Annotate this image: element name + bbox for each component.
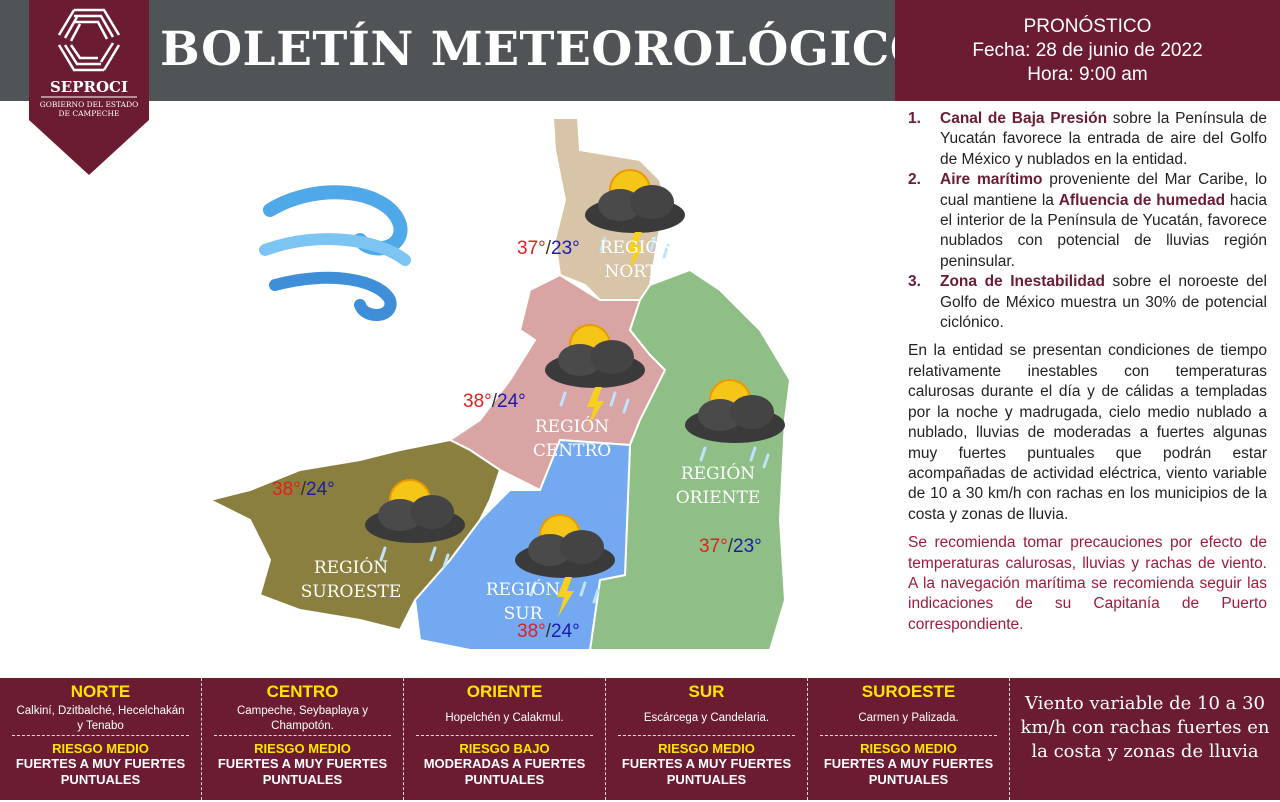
region-sur-label-2: SUR: [504, 604, 544, 624]
temp-oriente: 37°/23°: [699, 536, 762, 557]
seproci-logo: SEPROCI GOBIERNO DEL ESTADO DE CAMPECHE: [29, 0, 149, 175]
forecast-label: PRONÓSTICO: [1023, 16, 1152, 37]
wind-summary: Viento variable de 10 a 30 km/h con rach…: [1020, 693, 1270, 762]
header-bar: [0, 0, 895, 101]
region-sur-area: [413, 438, 632, 651]
synopsis-panel: 1. Canal de Baja Presión sobre la Penínsu…: [908, 109, 1267, 635]
synopsis-item: 3. Zona de Inestabilidad sobre el noroest…: [908, 273, 1267, 332]
footer-norte: NORTE Calkiní, Dzitbalché, Hecelchakán y …: [0, 678, 202, 800]
synopsis-item: 1. Canal de Baja Presión sobre la Penínsu…: [908, 110, 1267, 168]
svg-text:GOBIERNO DEL ESTADO: GOBIERNO DEL ESTADO: [40, 100, 138, 109]
footer-suroeste: SUROESTE Carmen y Palizada. RIESGO MEDIO FU…: [808, 678, 1010, 800]
forecast-date: Fecha: 28 de junio de 2022: [972, 40, 1203, 61]
regions-footer: NORTE Calkiní, Dzitbalché, Hecelchakán y …: [0, 678, 1280, 800]
campeche-map: REGIÓN NORTE REGIÓN CENTRO REGIÓN ORIENT…: [207, 117, 792, 651]
region-suroeste-label-1: REGIÓN: [314, 557, 388, 578]
region-oriente-label-1: REGIÓN: [681, 463, 755, 484]
summary-text: En la entidad se presentan condiciones d…: [908, 342, 1267, 523]
region-centro-label-1: REGIÓN: [535, 416, 609, 437]
synopsis-item: 2. Aire marítimo proveniente del Mar Cari…: [908, 171, 1268, 270]
storm-cloud-sun-icon: [685, 379, 785, 469]
temp-sur: 38°/24°: [517, 621, 580, 642]
forecast-time: Hora: 9:00 am: [1027, 64, 1148, 85]
recommendation-text: Se recomienda tomar precauciones por efe…: [908, 534, 1267, 633]
wind-icon: [259, 185, 411, 321]
storm-cloud-sun-icon: [545, 324, 645, 427]
footer-oriente: ORIENTE Hopelchén y Calakmul. RIESGO BAJO M…: [404, 678, 606, 800]
temp-centro: 38°/24°: [463, 391, 526, 412]
region-centro-label-2: CENTRO: [533, 441, 611, 461]
svg-text:SEPROCI: SEPROCI: [50, 78, 128, 96]
storm-cloud-sun-icon: [585, 169, 685, 272]
footer-sur: SUR Escárcega y Candelaria. RIESGO MEDIO FU…: [606, 678, 808, 800]
temp-suroeste: 38°/24°: [272, 479, 335, 500]
region-suroeste-label-2: SUROESTE: [301, 582, 402, 602]
footer-centro: CENTRO Campeche, Seybaplaya y Champotón. R…: [202, 678, 404, 800]
storm-cloud-sun-icon: [365, 479, 465, 569]
region-suroeste-area: [207, 438, 502, 632]
region-norte-label-2: NORTE: [604, 262, 669, 282]
temp-norte: 37°/23°: [517, 238, 580, 259]
region-oriente-label-2: ORIENTE: [676, 488, 761, 508]
region-sur-label-1: REGIÓN: [486, 579, 560, 600]
svg-text:DE CAMPECHE: DE CAMPECHE: [59, 109, 120, 118]
region-norte-label-1: REGIÓN: [600, 237, 674, 258]
page-title: BOLETÍN METEOROLÓGICO: [160, 22, 932, 77]
forecast-panel: PRONÓSTICO Fecha: 28 de junio de 2022 Ho…: [895, 0, 1280, 101]
storm-cloud-sun-icon: [515, 514, 615, 617]
